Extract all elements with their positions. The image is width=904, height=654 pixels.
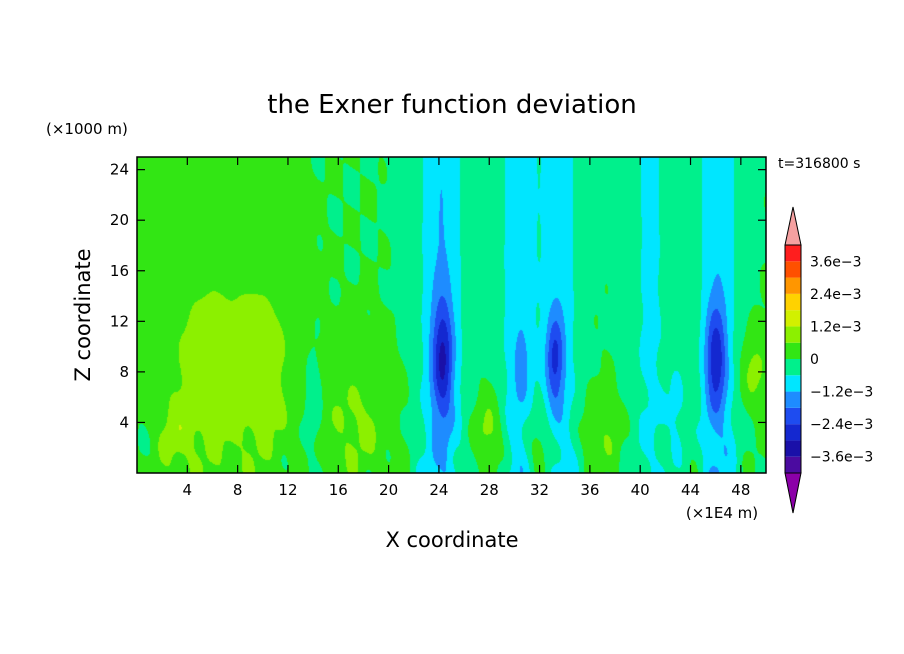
- plot-frame: [136, 156, 767, 474]
- x-axis-ticks: 4 8 12 16 20 24 28 32 36 40 44 48: [183, 157, 750, 499]
- x-tick-label: 12: [278, 481, 297, 499]
- y-tick-label: 8: [119, 363, 129, 381]
- colorbar-segment: [785, 293, 801, 311]
- x-tick-label: 8: [233, 481, 243, 499]
- x-tick-label: 32: [530, 481, 549, 499]
- colorbar-segment: [785, 310, 801, 327]
- chart-title: the Exner function deviation: [267, 90, 637, 120]
- colorbar-max-triangle: [784, 206, 802, 246]
- x-unit-label: (×1E4 m): [686, 504, 758, 522]
- colorbar-segment: [785, 277, 801, 294]
- colorbar-tick-label: 3.6e−3: [810, 254, 862, 270]
- y-tick-label: 16: [110, 262, 129, 280]
- y-axis-ticks: 4 8 12 16 20 24: [110, 161, 766, 431]
- colorbar-segment: [785, 261, 801, 278]
- colorbar-segment: [785, 424, 801, 441]
- y-tick-label: 20: [110, 211, 129, 229]
- colorbar: 3.6e−3 2.4e−3 1.2e−3 0 −1.2e−3 −2.4e−3 −3.6e−3: [784, 206, 873, 514]
- colorbar-segment: [785, 359, 801, 376]
- x-tick-label: 44: [681, 481, 700, 499]
- x-tick-label: 24: [429, 481, 448, 499]
- x-tick-label: 20: [379, 481, 398, 499]
- colorbar-frame: [784, 244, 802, 474]
- y-axis-label: Z coordinate: [71, 248, 95, 381]
- y-tick-label: 24: [110, 161, 129, 179]
- colorbar-tick-label: 1.2e−3: [810, 319, 862, 335]
- y-tick-label: 4: [119, 413, 129, 431]
- x-tick-label: 28: [480, 481, 499, 499]
- plot-area: [136, 156, 767, 474]
- colorbar-segment: [785, 407, 801, 425]
- colorbar-segment: [785, 375, 801, 392]
- x-tick-label: 4: [183, 481, 193, 499]
- x-tick-label: 16: [329, 481, 348, 499]
- colorbar-tick-label: 2.4e−3: [810, 287, 862, 303]
- y-tick-label: 12: [110, 312, 129, 330]
- colorbar-tick-label: −3.6e−3: [810, 450, 873, 466]
- y-unit-label: (×1000 m): [46, 120, 128, 138]
- x-tick-label: 36: [580, 481, 599, 499]
- colorbar-tick-label: −2.4e−3: [810, 417, 873, 433]
- x-axis-label: X coordinate: [385, 528, 518, 552]
- colorbar-segment: [785, 342, 801, 359]
- colorbar-segment: [785, 326, 801, 343]
- contour-field: [137, 157, 766, 473]
- colorbar-min-triangle: [784, 472, 802, 514]
- x-tick-label: 40: [631, 481, 650, 499]
- time-label: t=316800 s: [778, 156, 860, 172]
- colorbar-tick-label: −1.2e−3: [810, 385, 873, 401]
- colorbar-segment: [785, 440, 801, 457]
- colorbar-segment: [785, 391, 801, 408]
- colorbar-tick-label: 0: [810, 352, 819, 368]
- colorbar-segment: [785, 245, 801, 262]
- x-tick-label: 48: [731, 481, 750, 499]
- colorbar-segment: [785, 456, 801, 473]
